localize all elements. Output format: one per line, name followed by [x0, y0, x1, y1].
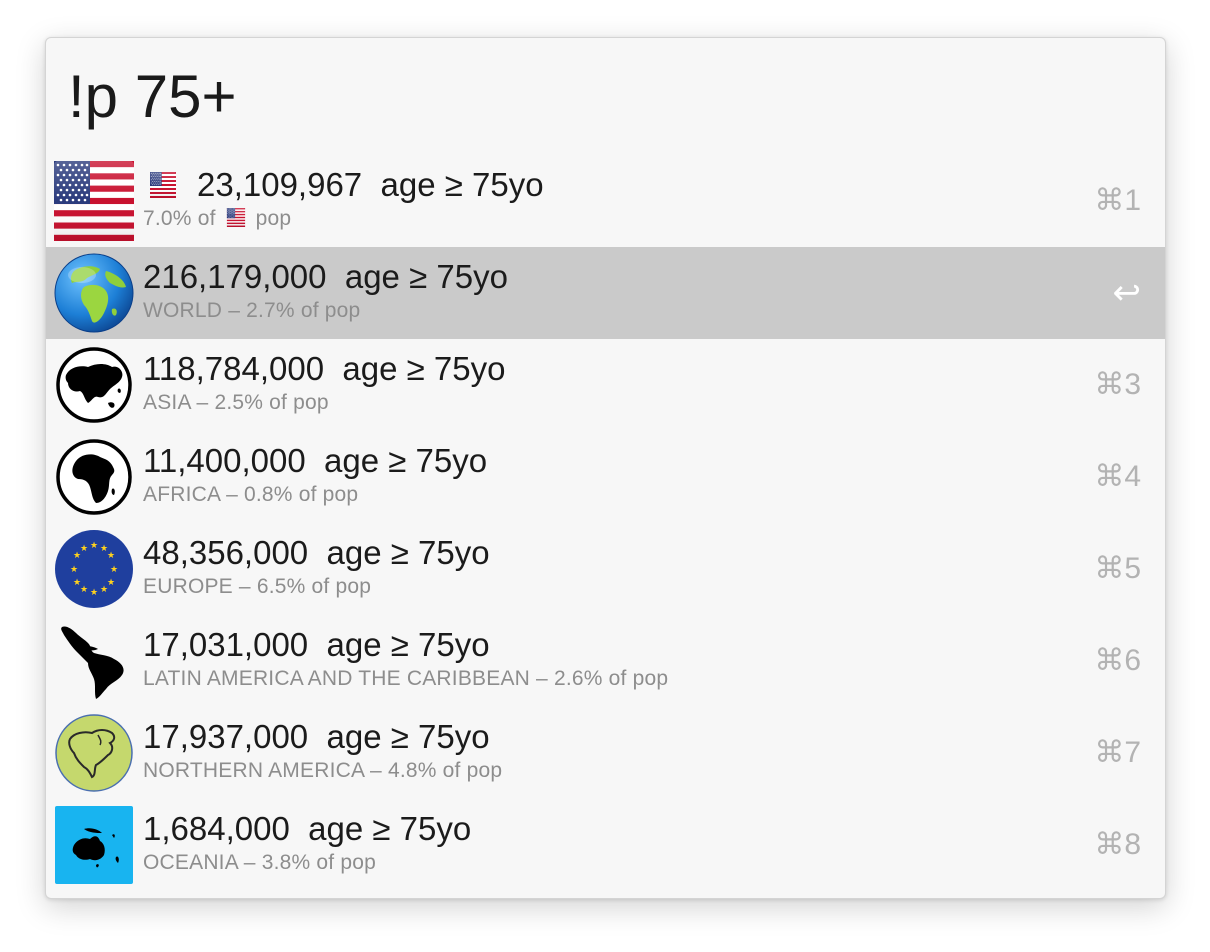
return-icon: ↩	[1112, 274, 1142, 312]
svg-text:★: ★	[100, 585, 108, 595]
shortcut-label: ⌘5	[1094, 552, 1141, 585]
result-subtitle: AFRICA – 0.8% of pop	[143, 483, 359, 506]
result-title: 1,684,000 age ≥ 75yo	[143, 810, 472, 847]
result-title: 118,784,000 age ≥ 75yo	[143, 350, 506, 387]
north-america-map-icon	[54, 713, 134, 793]
result-subtitle: OCEANIA – 3.8% of pop	[143, 851, 376, 874]
svg-text:★: ★	[100, 544, 108, 554]
svg-text:★: ★	[90, 588, 98, 598]
us-flag-icon	[226, 208, 245, 227]
africa-map-icon	[54, 437, 134, 517]
result-title: 17,031,000 age ≥ 75yo	[143, 626, 490, 663]
result-subtitle: EUROPE – 6.5% of pop	[143, 575, 372, 598]
result-title: 23,109,967 age ≥ 75yo	[143, 165, 544, 205]
result-subtitle: 7.0% of pop	[143, 207, 292, 230]
result-title: 216,179,000 age ≥ 75yo	[143, 258, 508, 295]
asia-map-icon	[54, 345, 134, 425]
result-subtitle: ASIA – 2.5% of pop	[143, 391, 329, 414]
result-row-europe[interactable]: ★ ★ ★ ★ ★ ★ ★ ★ ★ ★ ★ ★ 48,356,000	[46, 523, 1165, 615]
oceania-map-icon	[54, 805, 134, 885]
svg-text:★: ★	[107, 551, 115, 561]
results-list: 23,109,967 age ≥ 75yo 7.0% of pop ⌘1 216,…	[46, 155, 1165, 891]
result-title-text: 23,109,967 age ≥ 75yo	[197, 166, 544, 203]
result-subtitle: LATIN AMERICA AND THE CARIBBEAN – 2.6% o…	[143, 667, 669, 690]
result-title: 48,356,000 age ≥ 75yo	[143, 534, 490, 571]
shortcut-label: ⌘3	[1094, 368, 1141, 401]
result-row-usa[interactable]: 23,109,967 age ≥ 75yo 7.0% of pop ⌘1	[46, 155, 1165, 247]
us-flag-icon	[54, 161, 134, 241]
svg-text:★: ★	[70, 565, 78, 575]
svg-text:★: ★	[80, 585, 88, 595]
svg-text:★: ★	[73, 578, 81, 588]
svg-text:★: ★	[80, 544, 88, 554]
query-input[interactable]	[68, 62, 1148, 132]
result-row-oceania[interactable]: 1,684,000 age ≥ 75yo OCEANIA – 3.8% of p…	[46, 799, 1165, 891]
shortcut-label: ⌘4	[1094, 460, 1141, 493]
result-title: 11,400,000 age ≥ 75yo	[143, 442, 488, 479]
result-row-northern-america[interactable]: 17,937,000 age ≥ 75yo NORTHERN AMERICA –…	[46, 707, 1165, 799]
result-row-world[interactable]: 216,179,000 age ≥ 75yo WORLD – 2.7% of p…	[46, 247, 1165, 339]
shortcut-label: ⌘6	[1094, 644, 1141, 677]
result-subtitle: WORLD – 2.7% of pop	[143, 299, 361, 322]
globe-icon	[54, 253, 134, 333]
eu-flag-icon: ★ ★ ★ ★ ★ ★ ★ ★ ★ ★ ★ ★	[54, 529, 134, 609]
result-row-africa[interactable]: 11,400,000 age ≥ 75yo AFRICA – 0.8% of p…	[46, 431, 1165, 523]
result-row-asia[interactable]: 118,784,000 age ≥ 75yo ASIA – 2.5% of po…	[46, 339, 1165, 431]
shortcut-label: ⌘8	[1094, 828, 1141, 861]
result-subtitle: NORTHERN AMERICA – 4.8% of pop	[143, 759, 503, 782]
us-flag-icon	[150, 172, 176, 198]
shortcut-label: ⌘1	[1094, 184, 1141, 217]
latin-america-map-icon	[54, 621, 134, 701]
svg-text:★: ★	[107, 578, 115, 588]
result-title: 17,937,000 age ≥ 75yo	[143, 718, 490, 755]
svg-text:★: ★	[110, 565, 118, 575]
svg-text:★: ★	[73, 551, 81, 561]
result-row-latin-america[interactable]: 17,031,000 age ≥ 75yo LATIN AMERICA AND …	[46, 615, 1165, 707]
shortcut-label: ⌘7	[1094, 736, 1141, 769]
svg-text:★: ★	[90, 541, 98, 551]
